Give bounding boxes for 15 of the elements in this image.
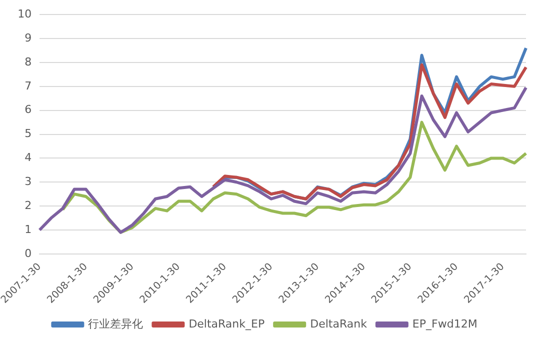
y-tick-label: 7: [24, 79, 32, 92]
y-tick-label: 2: [24, 198, 32, 212]
y-tick-label: 4: [24, 151, 32, 164]
y-tick-label: 0: [24, 246, 32, 260]
y-tick-label: 8: [24, 55, 32, 68]
y-tick-label: 1: [24, 222, 32, 236]
y-tick-label: 5: [24, 127, 32, 140]
legend-label: DeltaRank: [310, 317, 368, 330]
legend-label: 行业差异化: [88, 317, 144, 330]
y-tick-label: 10: [18, 7, 32, 20]
y-tick-label: 3: [24, 174, 32, 188]
legend-label: EP_Fwd12M: [412, 317, 478, 330]
y-tick-label: 9: [24, 31, 32, 44]
y-tick-label: 6: [24, 103, 32, 116]
legend-label: DeltaRank_EP: [188, 317, 265, 330]
